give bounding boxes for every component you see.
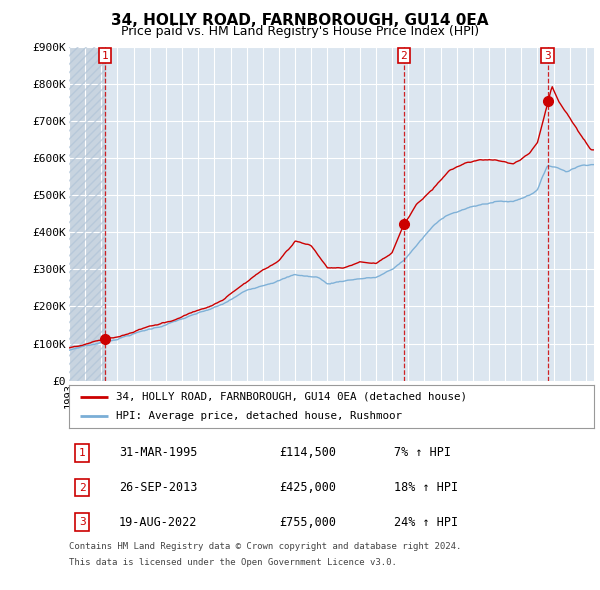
Text: This data is licensed under the Open Government Licence v3.0.: This data is licensed under the Open Gov… — [69, 558, 397, 566]
Text: HPI: Average price, detached house, Rushmoor: HPI: Average price, detached house, Rush… — [116, 411, 402, 421]
Text: 24% ↑ HPI: 24% ↑ HPI — [395, 516, 458, 529]
Text: 2: 2 — [79, 483, 86, 493]
Text: 31-MAR-1995: 31-MAR-1995 — [119, 447, 197, 460]
Text: £425,000: £425,000 — [279, 481, 336, 494]
Text: 26-SEP-2013: 26-SEP-2013 — [119, 481, 197, 494]
Text: 19-AUG-2022: 19-AUG-2022 — [119, 516, 197, 529]
Text: 2: 2 — [400, 51, 407, 61]
Text: 18% ↑ HPI: 18% ↑ HPI — [395, 481, 458, 494]
Text: 3: 3 — [79, 517, 86, 527]
Text: 1: 1 — [102, 51, 109, 61]
Text: Price paid vs. HM Land Registry's House Price Index (HPI): Price paid vs. HM Land Registry's House … — [121, 25, 479, 38]
Text: Contains HM Land Registry data © Crown copyright and database right 2024.: Contains HM Land Registry data © Crown c… — [69, 542, 461, 550]
Bar — [69, 47, 106, 381]
Text: £755,000: £755,000 — [279, 516, 336, 529]
Bar — [69, 47, 106, 381]
Text: 3: 3 — [544, 51, 551, 61]
Text: £114,500: £114,500 — [279, 447, 336, 460]
Text: 7% ↑ HPI: 7% ↑ HPI — [395, 447, 452, 460]
Text: 34, HOLLY ROAD, FARNBOROUGH, GU14 0EA (detached house): 34, HOLLY ROAD, FARNBOROUGH, GU14 0EA (d… — [116, 392, 467, 402]
Text: 1: 1 — [79, 448, 86, 458]
Text: 34, HOLLY ROAD, FARNBOROUGH, GU14 0EA: 34, HOLLY ROAD, FARNBOROUGH, GU14 0EA — [111, 12, 489, 28]
